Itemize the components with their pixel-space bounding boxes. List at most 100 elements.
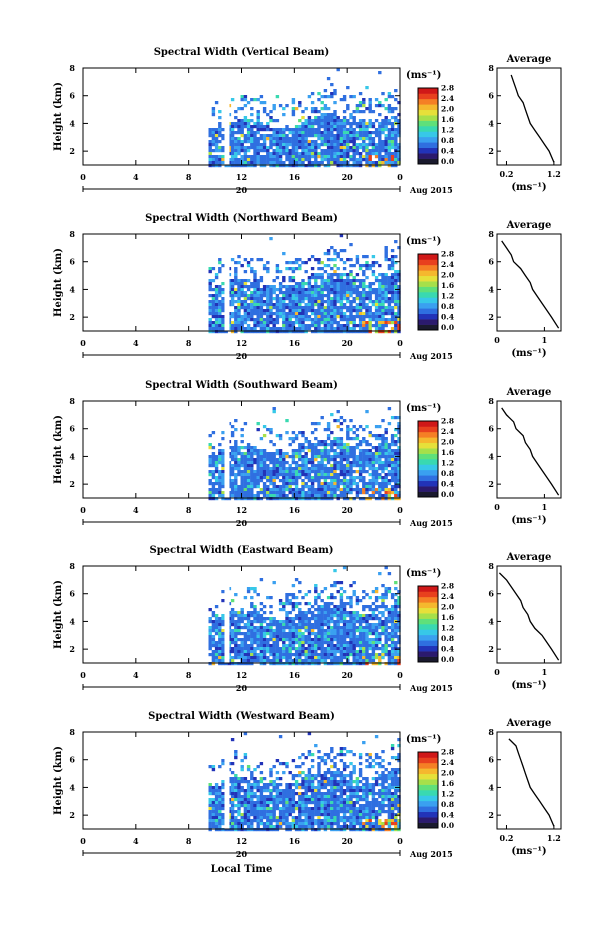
heatmap-cell <box>269 155 272 158</box>
heatmap-cell <box>349 309 352 312</box>
heatmap-cell <box>257 288 260 291</box>
heatmap-cell <box>298 488 301 491</box>
heatmap-cell <box>337 467 340 470</box>
heatmap-cell <box>321 623 324 626</box>
heatmap-cell <box>215 617 218 620</box>
heatmap-cell <box>247 125 250 128</box>
heatmap-cell <box>234 644 237 647</box>
heatmap-cell <box>285 419 288 422</box>
heatmap-cell <box>285 149 288 152</box>
heatmap-cell <box>221 158 224 161</box>
heatmap-cell <box>327 294 330 297</box>
heatmap-cell <box>253 273 256 276</box>
heatmap-cell <box>282 285 285 288</box>
heatmap-cell <box>394 440 397 443</box>
heatmap-cell <box>273 107 276 110</box>
heatmap-cell <box>269 470 272 473</box>
heatmap-cell <box>388 279 391 282</box>
heatmap-cell <box>301 617 304 620</box>
heatmap-cell <box>269 288 272 291</box>
heatmap-cell <box>234 795 237 798</box>
heatmap-cell <box>381 312 384 315</box>
heatmap-cell <box>241 644 244 647</box>
heatmap-cell <box>253 482 256 485</box>
heatmap-cell <box>244 452 247 455</box>
heatmap-cell <box>276 777 279 780</box>
heatmap-cell <box>215 620 218 623</box>
heatmap-cell <box>301 128 304 131</box>
heatmap-cell <box>292 449 295 452</box>
heatmap-cell <box>359 125 362 128</box>
heatmap-cell <box>273 327 276 330</box>
heatmap-cell <box>247 470 250 473</box>
heatmap-cell <box>333 134 336 137</box>
heatmap-cell <box>324 288 327 291</box>
heatmap-cell <box>253 629 256 632</box>
heatmap-cell <box>388 482 391 485</box>
heatmap-cell <box>340 158 343 161</box>
heatmap-cell <box>385 273 388 276</box>
heatmap-cell <box>260 309 263 312</box>
panel-0: Spectral Width (Vertical Beam)8642Height… <box>53 47 561 195</box>
heatmap-cell <box>295 632 298 635</box>
heatmap-cell <box>215 801 218 804</box>
heatmap-cell <box>247 626 250 629</box>
heatmap-cell <box>308 119 311 122</box>
heatmap-cell <box>359 267 362 270</box>
heatmap-cell <box>215 825 218 828</box>
heatmap-cell <box>289 443 292 446</box>
heatmap-cell <box>260 792 263 795</box>
heatmap-cell <box>257 125 260 128</box>
heatmap-cell <box>346 306 349 309</box>
heatmap-cell <box>314 107 317 110</box>
heatmap-cell <box>301 315 304 318</box>
heatmap-cell <box>346 470 349 473</box>
heatmap-cell <box>324 455 327 458</box>
heatmap-cell <box>276 276 279 279</box>
heatmap-cell <box>241 464 244 467</box>
heatmap-cell <box>231 813 234 816</box>
heatmap-cell <box>237 801 240 804</box>
heatmap-cell <box>327 434 330 437</box>
colorbar-unit: (ms⁻¹) <box>406 236 441 247</box>
heatmap-cell <box>234 110 237 113</box>
heatmap-cell <box>365 464 368 467</box>
heatmap-cell <box>215 330 218 333</box>
heatmap-cell <box>314 152 317 155</box>
heatmap-cell <box>295 143 298 146</box>
heatmap-cell <box>372 476 375 479</box>
heatmap-cell <box>301 461 304 464</box>
heatmap-cell <box>378 128 381 131</box>
heatmap-cell <box>289 647 292 650</box>
heatmap-cell <box>327 641 330 644</box>
heatmap-cell <box>260 461 263 464</box>
heatmap-cell <box>285 479 288 482</box>
heatmap-cell <box>349 164 352 167</box>
heatmap-cell <box>362 482 365 485</box>
heatmap-cell <box>260 819 263 822</box>
heatmap-cell <box>317 470 320 473</box>
heatmap-cell <box>394 240 397 243</box>
heatmap-cell <box>269 644 272 647</box>
heatmap-cell <box>237 810 240 813</box>
heatmap-cell <box>349 279 352 282</box>
heatmap-cell <box>218 789 221 792</box>
y-tick-label: 4 <box>69 284 75 294</box>
heatmap-cell <box>257 282 260 285</box>
heatmap-cell <box>385 620 388 623</box>
heatmap-cell <box>234 452 237 455</box>
heatmap-cell <box>324 629 327 632</box>
heatmap-cell <box>247 461 250 464</box>
heatmap-cell <box>340 155 343 158</box>
heatmap-cell <box>330 318 333 321</box>
heatmap-cell <box>292 155 295 158</box>
heatmap-cell <box>314 584 317 587</box>
heatmap-cell <box>263 107 266 110</box>
heatmap-cell <box>260 143 263 146</box>
heatmap-cell <box>324 449 327 452</box>
heatmap-cell <box>311 446 314 449</box>
heatmap-cell <box>362 285 365 288</box>
heatmap-cell <box>234 750 237 753</box>
heatmap-cell <box>333 626 336 629</box>
heatmap-cell <box>349 647 352 650</box>
